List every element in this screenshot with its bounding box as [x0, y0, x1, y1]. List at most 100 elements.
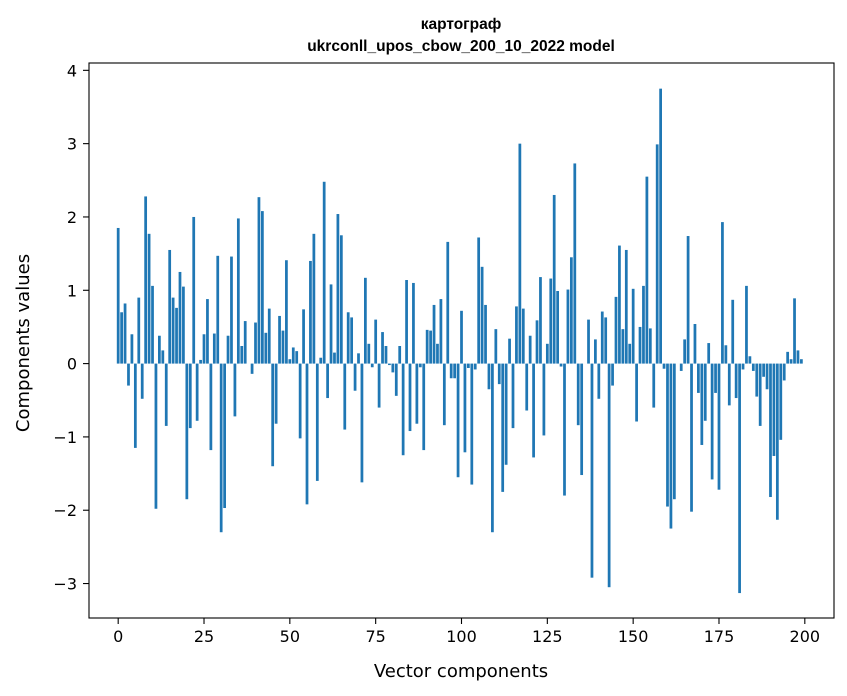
bar-87: [415, 363, 419, 424]
bar-165: [683, 339, 687, 364]
bar-137: [587, 319, 590, 364]
bar-131: [566, 289, 570, 364]
bar-2: [123, 303, 127, 364]
bar-189: [765, 363, 769, 390]
bar-60: [322, 181, 326, 364]
bar-168: [693, 324, 697, 364]
bar-97: [449, 363, 453, 379]
bar-179: [731, 299, 735, 364]
bar-19: [182, 286, 185, 364]
bar-125: [545, 343, 549, 364]
bar-64: [336, 214, 340, 364]
bar-46: [274, 363, 278, 424]
bar-187: [758, 363, 762, 426]
bars-group: [116, 88, 803, 594]
bar-32: [226, 335, 230, 364]
bar-134: [576, 363, 580, 426]
bar-190: [769, 363, 772, 498]
bar-31: [223, 363, 226, 509]
bar-140: [597, 363, 601, 399]
bar-34: [233, 363, 237, 417]
bar-80: [391, 363, 395, 373]
bar-52: [295, 351, 299, 364]
bar-69: [353, 363, 357, 391]
bar-36: [240, 346, 244, 364]
bar-169: [697, 363, 700, 393]
bar-173: [710, 363, 714, 480]
bar-167: [690, 363, 693, 512]
chart-title-line-2: ukrconll_upos_cbow_200_10_2022 model: [307, 38, 615, 55]
bar-78: [384, 346, 388, 364]
bar-65: [339, 235, 343, 364]
bar-16: [171, 297, 175, 364]
y-tick-label: 2: [67, 208, 77, 227]
bar-158: [659, 88, 662, 364]
bar-197: [793, 298, 796, 364]
bar-59: [319, 357, 323, 364]
bar-175: [717, 363, 721, 490]
bar-28: [212, 333, 216, 364]
bar-23: [195, 363, 199, 421]
bar-105: [477, 237, 481, 364]
bar-156: [652, 363, 656, 408]
bar-130: [563, 363, 566, 496]
bar-112: [501, 363, 505, 492]
bar-100: [460, 310, 463, 364]
bar-77: [381, 332, 384, 364]
bar-3: [127, 363, 130, 386]
bar-109: [491, 363, 494, 533]
plot-frame: [88, 62, 835, 619]
bar-73: [367, 343, 371, 364]
bar-49: [285, 260, 288, 364]
bar-181: [738, 363, 741, 594]
y-tick-label: 1: [67, 281, 77, 300]
bar-118: [521, 308, 525, 364]
bar-170: [700, 363, 704, 445]
bar-94: [439, 299, 443, 364]
bar-63: [333, 352, 336, 364]
bar-22: [192, 216, 196, 364]
bar-51: [291, 347, 295, 364]
bar-0: [116, 227, 120, 364]
bar-119: [525, 363, 529, 411]
bar-39: [250, 363, 254, 374]
bar-141: [600, 311, 604, 364]
bar-113: [504, 363, 508, 465]
bar-24: [199, 359, 202, 364]
x-axis-label: Vector components: [374, 661, 548, 682]
bar-135: [580, 363, 584, 476]
bar-107: [484, 304, 487, 364]
bar-185: [751, 363, 755, 371]
y-tick-label: −2: [53, 501, 77, 520]
bar-53: [298, 363, 302, 439]
bar-122: [535, 320, 539, 364]
bar-123: [539, 277, 542, 364]
bar-154: [645, 176, 649, 364]
bar-9: [147, 233, 151, 364]
bar-83: [401, 363, 405, 456]
bar-57: [312, 233, 316, 364]
x-tick-label: 50: [280, 627, 300, 646]
bar-25: [202, 334, 206, 364]
x-tick-label: 175: [704, 627, 735, 646]
bar-184: [748, 356, 752, 364]
bar-75: [374, 319, 378, 364]
bar-152: [638, 326, 642, 364]
bar-20: [185, 363, 189, 500]
bar-76: [377, 363, 381, 408]
y-tick-label: 0: [67, 355, 77, 374]
bar-42: [261, 211, 264, 364]
x-tick-label: 125: [532, 627, 563, 646]
bar-133: [573, 163, 577, 364]
bar-96: [446, 241, 450, 364]
bar-198: [796, 350, 800, 364]
bar-93: [436, 343, 439, 364]
bar-56: [309, 260, 312, 364]
y-tick-label: 4: [67, 61, 77, 80]
bar-114: [508, 338, 511, 364]
bar-116: [515, 306, 518, 364]
bar-45: [271, 363, 275, 467]
bar-54: [302, 309, 305, 364]
bar-151: [635, 363, 638, 422]
bar-120: [528, 335, 532, 364]
